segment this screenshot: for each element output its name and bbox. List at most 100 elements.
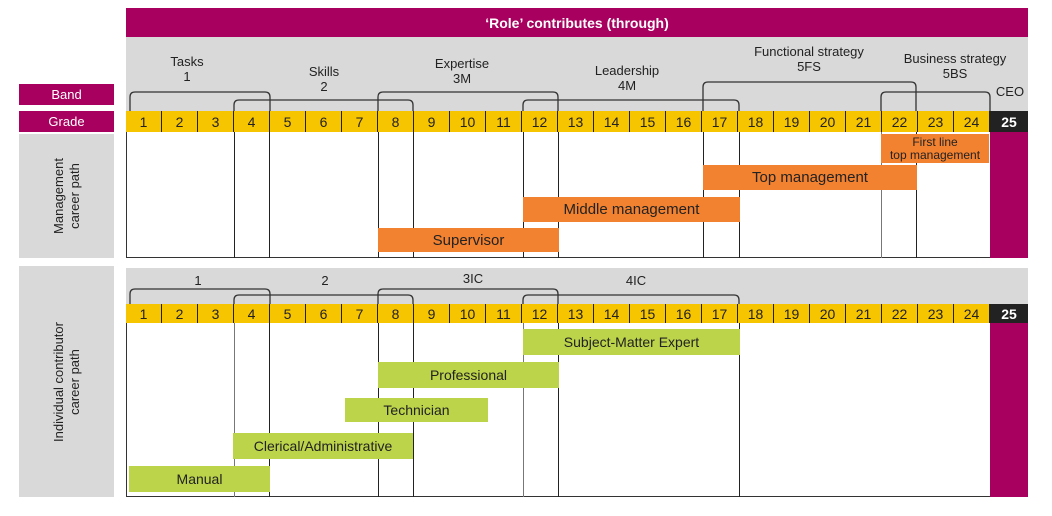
management-grade-cell: 19: [774, 111, 810, 132]
ic-grade-cell: 11: [486, 304, 522, 323]
ic-grade-cell: 17: [702, 304, 738, 323]
role-first-line-top-management: First line top management: [881, 134, 989, 163]
management-grade-cell: 1: [126, 111, 162, 132]
role-subject-matter-expert: Subject-Matter Expert: [523, 329, 740, 355]
ic-grade-cell: 15: [630, 304, 666, 323]
role-manual: Manual: [129, 466, 270, 492]
ic-grade-cell: 14: [594, 304, 630, 323]
management-grade-cell: 15: [630, 111, 666, 132]
first-line-label-1: First line: [912, 134, 958, 149]
role-supervisor: Supervisor: [378, 228, 559, 252]
divider-12: [523, 132, 524, 258]
management-grade-cell: 6: [306, 111, 342, 132]
divider-22-end: [916, 132, 917, 258]
ic-divider-4: [234, 323, 235, 497]
ic-grade-cell: 18: [738, 304, 774, 323]
divider-8: [378, 132, 379, 258]
ic-grade-cell: 24: [954, 304, 990, 323]
ic-grade-cell: 9: [414, 304, 450, 323]
ic-grade-cell: 7: [342, 304, 378, 323]
ic-band-1: 1: [194, 273, 202, 288]
band-label: Band: [19, 84, 114, 105]
ic-grade-cell: 12: [522, 304, 558, 323]
role-professional: Professional: [378, 362, 559, 388]
management-panel: [126, 132, 992, 258]
management-grade-cell: 7: [342, 111, 378, 132]
ic-divider-12: [523, 323, 524, 497]
management-path-label: Management career path: [19, 134, 114, 258]
ic-path-line1: Individual contributor: [50, 321, 66, 442]
management-path-line2: career path: [66, 163, 82, 229]
band-functional-strategy: Functional strategy 5FS: [754, 44, 864, 74]
ic-ceo-grade-cell: 25: [990, 304, 1028, 323]
band-ceo: CEO: [995, 84, 1025, 99]
management-grade-cell: 16: [666, 111, 702, 132]
role-technician: Technician: [345, 398, 488, 422]
management-path-line1: Management: [50, 158, 66, 234]
role-clerical-administrative: Clerical/Administrative: [233, 433, 413, 459]
diagram-title: ‘Role’ contributes (through): [126, 8, 1028, 37]
ic-divider-12-end: [558, 323, 559, 497]
management-grade-cell: 18: [738, 111, 774, 132]
ic-divider-4-end: [269, 323, 270, 497]
ic-band-2: 2: [321, 273, 329, 288]
ceo-column-ic: [990, 323, 1028, 497]
ic-grade-cell: 1: [126, 304, 162, 323]
band-business-strategy: Business strategy 5BS: [903, 51, 1007, 81]
divider-17: [703, 132, 704, 258]
ic-grade-cell: 16: [666, 304, 702, 323]
divider-8-end: [413, 132, 414, 258]
ic-grade-cell: 20: [810, 304, 846, 323]
ic-grade-cell: 21: [846, 304, 882, 323]
management-grade-cell: 21: [846, 111, 882, 132]
ic-band-area: [126, 268, 1028, 304]
management-grade-cell: 22: [882, 111, 918, 132]
management-grade-cell: 2: [162, 111, 198, 132]
management-grade-cell: 4: [234, 111, 270, 132]
grade-label: Grade: [19, 111, 114, 132]
ic-band-3ic: 3IC: [462, 271, 484, 286]
ic-band-4ic: 4IC: [625, 273, 647, 288]
management-grade-cell: 20: [810, 111, 846, 132]
divider-22: [881, 132, 882, 258]
management-grade-cell: 13: [558, 111, 594, 132]
first-line-label-2: top management: [889, 147, 981, 162]
management-band-area: [126, 37, 1028, 111]
ic-grade-cell: 4: [234, 304, 270, 323]
ic-grade-cell: 2: [162, 304, 198, 323]
management-grade-cell: 24: [954, 111, 990, 132]
role-top-management: Top management: [703, 165, 917, 190]
management-grade-cell: 11: [486, 111, 522, 132]
ceo-column-management: [990, 132, 1028, 258]
ic-path-label: Individual contributor career path: [19, 266, 114, 497]
ic-path-line2: career path: [66, 348, 82, 415]
management-grade-cell: 23: [918, 111, 954, 132]
management-grade-cell: 9: [414, 111, 450, 132]
management-grade-cell: 12: [522, 111, 558, 132]
divider-4-end: [269, 132, 270, 258]
ic-grade-cell: 10: [450, 304, 486, 323]
role-middle-management: Middle management: [523, 197, 740, 222]
management-grade-cell: 14: [594, 111, 630, 132]
management-grade-cell: 17: [702, 111, 738, 132]
ic-grade-cell: 22: [882, 304, 918, 323]
management-grade-cell: 8: [378, 111, 414, 132]
divider-17-end: [739, 132, 740, 258]
ic-grade-cell: 19: [774, 304, 810, 323]
management-grade-bar: 1 2 3 4 5 6 7 8 9 10 11 12 13 14 15 16 17 18 19 20 21 22 23 24 2…: [126, 111, 1028, 132]
ic-grade-cell: 6: [306, 304, 342, 323]
ic-grade-cell: 3: [198, 304, 234, 323]
management-ceo-grade-cell: 25: [990, 111, 1028, 132]
band-skills: Skills 2: [308, 64, 340, 94]
ic-grade-cell: 5: [270, 304, 306, 323]
management-grade-cell: 10: [450, 111, 486, 132]
ic-divider-17-end: [739, 323, 740, 497]
management-grade-cell: 3: [198, 111, 234, 132]
ic-grade-cell: 8: [378, 304, 414, 323]
management-grade-cell: 5: [270, 111, 306, 132]
ic-grade-cell: 13: [558, 304, 594, 323]
ic-grade-cell: 23: [918, 304, 954, 323]
band-expertise: Expertise 3M: [434, 56, 490, 86]
divider-12-end: [558, 132, 559, 258]
band-tasks: Tasks 1: [170, 54, 204, 84]
